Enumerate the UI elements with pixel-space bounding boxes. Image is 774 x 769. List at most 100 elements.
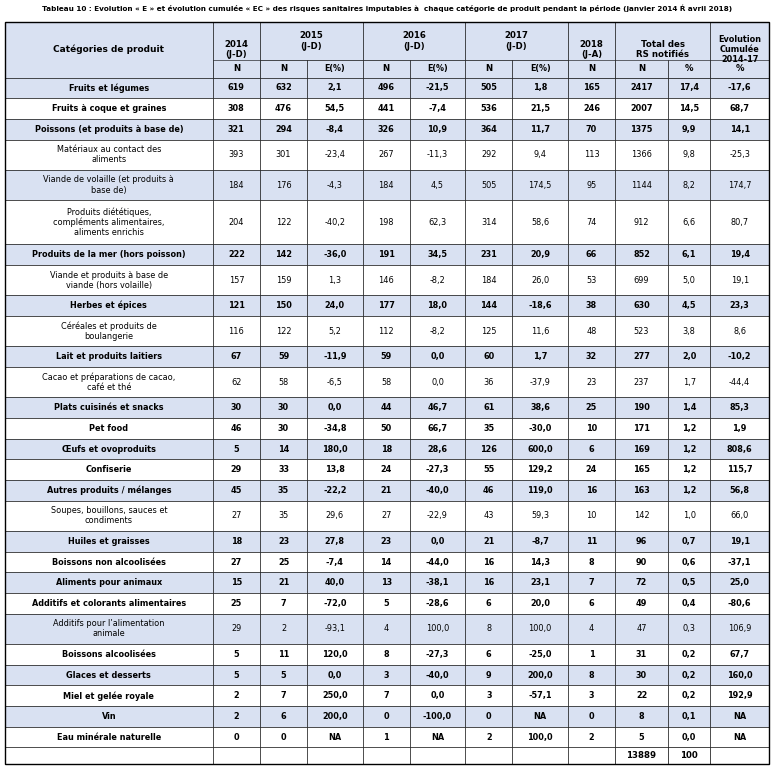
Text: Céréales et produits de
boulangerie: Céréales et produits de boulangerie <box>61 321 156 341</box>
Text: 23: 23 <box>587 378 597 387</box>
Bar <box>307 398 362 418</box>
Text: 912: 912 <box>634 218 649 227</box>
Text: 1: 1 <box>588 650 594 659</box>
Text: 8: 8 <box>383 650 389 659</box>
Text: 142: 142 <box>275 250 292 259</box>
Text: 8: 8 <box>588 558 594 567</box>
Bar <box>512 531 568 551</box>
Bar <box>465 346 512 367</box>
Text: 18: 18 <box>381 444 392 454</box>
Text: %: % <box>735 65 744 73</box>
Bar <box>465 551 512 572</box>
Text: 122: 122 <box>276 327 291 335</box>
Text: 0,2: 0,2 <box>682 691 697 701</box>
Text: 96: 96 <box>636 537 647 546</box>
Text: -18,6: -18,6 <box>529 301 552 310</box>
Text: 0,1: 0,1 <box>682 712 697 721</box>
Text: 50: 50 <box>381 424 392 433</box>
Bar <box>465 685 512 706</box>
Text: 246: 246 <box>583 104 600 113</box>
Text: 16: 16 <box>483 578 495 588</box>
Text: N: N <box>280 65 287 73</box>
Bar <box>615 398 668 418</box>
Text: Plats cuisinés et snacks: Plats cuisinés et snacks <box>54 403 163 412</box>
Text: -40,0: -40,0 <box>426 671 450 680</box>
Text: 2017
(J-D): 2017 (J-D) <box>505 32 529 51</box>
Text: 8: 8 <box>588 671 594 680</box>
Bar <box>260 501 307 531</box>
Text: Produits de la mer (hors poisson): Produits de la mer (hors poisson) <box>32 250 186 259</box>
Text: -30,0: -30,0 <box>529 424 552 433</box>
Text: 2417: 2417 <box>630 83 652 92</box>
Bar <box>5 316 213 346</box>
Text: -7,4: -7,4 <box>326 558 344 567</box>
Bar <box>711 727 769 747</box>
Bar <box>213 418 260 438</box>
Text: 59: 59 <box>278 352 289 361</box>
Bar <box>409 139 465 170</box>
Text: 46: 46 <box>231 424 242 433</box>
Bar <box>615 200 668 245</box>
Text: 20,0: 20,0 <box>530 599 550 608</box>
Text: 0,6: 0,6 <box>682 558 697 567</box>
Bar <box>568 119 615 139</box>
Bar <box>307 531 362 551</box>
Bar <box>409 531 465 551</box>
Text: 80,7: 80,7 <box>731 218 748 227</box>
Text: 54,5: 54,5 <box>325 104 345 113</box>
Bar <box>307 245 362 265</box>
Text: -34,8: -34,8 <box>323 424 347 433</box>
Text: 176: 176 <box>276 181 291 189</box>
Bar <box>260 644 307 664</box>
Text: 27,8: 27,8 <box>325 537 345 546</box>
Text: 29: 29 <box>231 624 241 634</box>
Text: 2: 2 <box>281 624 286 634</box>
Bar <box>615 265 668 295</box>
Text: 171: 171 <box>633 424 650 433</box>
Bar <box>213 295 260 316</box>
Bar <box>213 706 260 727</box>
Bar <box>307 459 362 480</box>
Bar <box>668 747 711 764</box>
Text: -40,2: -40,2 <box>324 218 345 227</box>
Text: 18,0: 18,0 <box>427 301 447 310</box>
Bar <box>615 139 668 170</box>
Text: 125: 125 <box>481 327 497 335</box>
Bar <box>465 593 512 614</box>
Bar <box>260 706 307 727</box>
Text: -44,0: -44,0 <box>426 558 450 567</box>
Text: 16: 16 <box>586 486 597 495</box>
Text: 9,8: 9,8 <box>683 150 696 159</box>
Bar <box>5 747 213 764</box>
Text: 496: 496 <box>378 83 395 92</box>
Text: 0,0: 0,0 <box>327 671 342 680</box>
Text: 36: 36 <box>484 378 494 387</box>
Text: 35: 35 <box>483 424 495 433</box>
Text: -25,3: -25,3 <box>729 150 750 159</box>
Text: 326: 326 <box>378 125 395 134</box>
Bar <box>465 295 512 316</box>
Bar <box>307 551 362 572</box>
Bar <box>260 316 307 346</box>
Bar <box>260 398 307 418</box>
Text: 0,7: 0,7 <box>682 537 697 546</box>
Text: 9,4: 9,4 <box>533 150 546 159</box>
Bar <box>5 551 213 572</box>
Text: 23: 23 <box>278 537 289 546</box>
Bar <box>409 644 465 664</box>
Text: -36,0: -36,0 <box>324 250 347 259</box>
Text: 27: 27 <box>231 558 242 567</box>
Bar <box>5 501 213 531</box>
Text: Pet food: Pet food <box>89 424 128 433</box>
Text: 25: 25 <box>586 403 597 412</box>
Bar <box>711 98 769 119</box>
Bar <box>5 614 213 644</box>
Bar <box>615 572 668 593</box>
Text: 38,6: 38,6 <box>530 403 550 412</box>
Bar <box>668 78 711 98</box>
Bar <box>711 265 769 295</box>
Text: 116: 116 <box>228 327 244 335</box>
Bar <box>668 418 711 438</box>
Text: 191: 191 <box>378 250 395 259</box>
Text: 190: 190 <box>633 403 650 412</box>
